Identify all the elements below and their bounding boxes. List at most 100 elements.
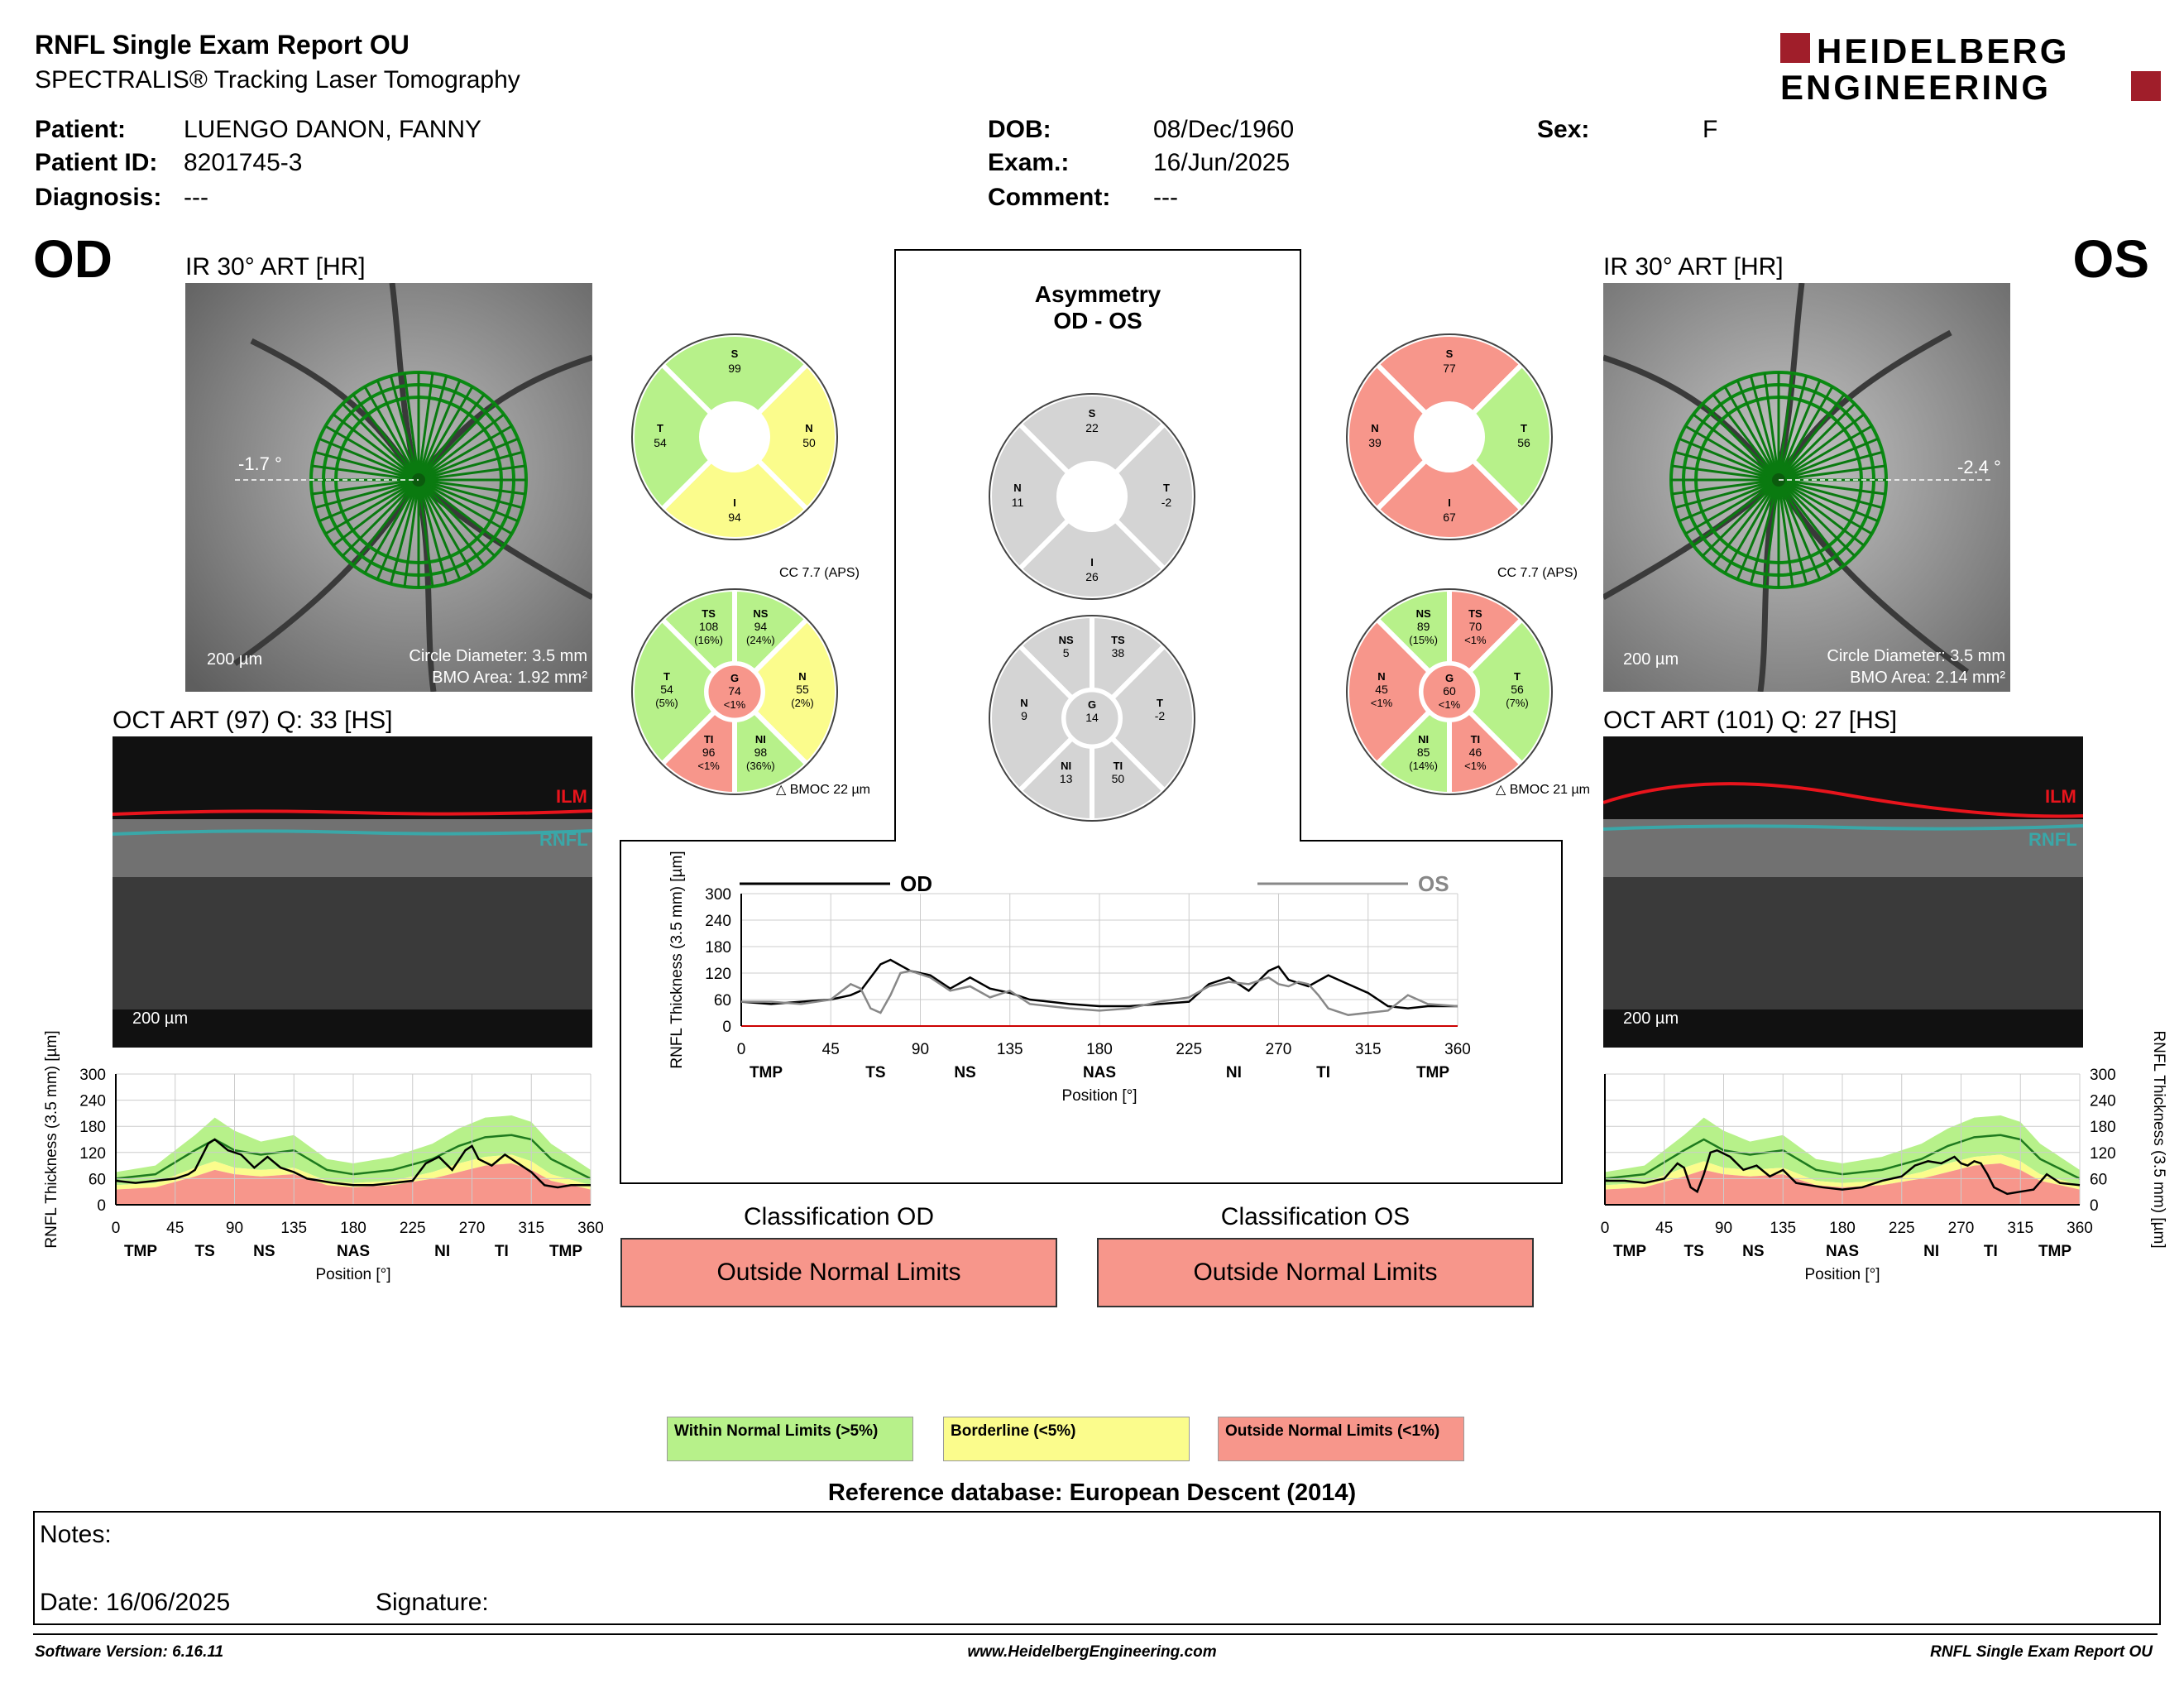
dob: 08/Dec/1960 xyxy=(1153,116,1295,143)
sector-name: N xyxy=(798,670,806,683)
sector-name: T xyxy=(663,670,670,683)
od-oct-label: OCT ART (97) Q: 33 [HS] xyxy=(113,707,393,734)
sector-value: 55 xyxy=(796,683,809,696)
od-bmo-area: BMO Area: 1.92 mm² xyxy=(432,669,587,687)
y-tick-label: 0 xyxy=(722,1019,731,1036)
sector-name: NI xyxy=(755,733,766,746)
exam-date: 16/Jun/2025 xyxy=(1153,149,1291,176)
x-axis-title: Position [°] xyxy=(1061,1087,1137,1105)
software-version: Software Version: 6.16.11 xyxy=(35,1643,224,1661)
x-tick-label: 225 xyxy=(1889,1220,1915,1237)
x-tick-label: 315 xyxy=(2007,1220,2033,1237)
sector-axis-label: NS xyxy=(253,1243,275,1260)
sector-value: 14 xyxy=(1085,711,1099,724)
sector-axis-label: NS xyxy=(1742,1243,1764,1260)
x-tick-label: 0 xyxy=(112,1220,121,1237)
y-tick-label: 120 xyxy=(2090,1145,2116,1163)
sector-name: T xyxy=(657,422,663,434)
comment-label: Comment: xyxy=(988,184,1111,211)
series-line-od xyxy=(115,1138,591,1189)
legend-within-normal: Within Normal Limits (>5%) xyxy=(667,1417,913,1461)
y-tick-label: 0 xyxy=(2090,1197,2099,1215)
sector-value: 108 xyxy=(699,620,719,633)
sector-percent: <1% xyxy=(697,760,720,772)
os-scale: 200 µm xyxy=(1623,650,1679,669)
y-tick-label: 60 xyxy=(89,1171,106,1188)
sector-name: S xyxy=(1089,407,1096,420)
sector-name: NI xyxy=(1418,733,1429,746)
sector-name: I xyxy=(733,496,736,509)
sector-value: 5 xyxy=(1063,646,1070,659)
sector-percent: (16%) xyxy=(694,634,723,646)
y-tick-label: 180 xyxy=(2090,1119,2116,1136)
od-cc-label: CC 7.7 (APS) xyxy=(779,566,860,580)
sector-value: 26 xyxy=(1085,570,1099,583)
sector-percent: (15%) xyxy=(1409,634,1438,646)
sector-name: N xyxy=(1013,482,1021,494)
sector-value: 94 xyxy=(754,620,768,633)
y-tick-label: 240 xyxy=(79,1093,106,1110)
od-fundus-image xyxy=(185,283,592,692)
sector-percent: <1% xyxy=(724,698,746,711)
sector-global xyxy=(704,661,765,722)
sector-value: 22 xyxy=(1085,421,1099,434)
x-tick-label: 225 xyxy=(400,1220,426,1237)
svg-text:ENGINEERING: ENGINEERING xyxy=(1780,68,2051,104)
sector-name: NS xyxy=(1059,634,1074,646)
x-tick-label: 135 xyxy=(997,1041,1023,1058)
signature-label: Signature: xyxy=(376,1589,489,1616)
sector-axis-label: NI xyxy=(434,1243,450,1260)
od-oct-image xyxy=(113,736,592,1048)
y-tick-label: 180 xyxy=(705,939,731,957)
footer-divider xyxy=(33,1633,2158,1635)
classification-os-badge: Outside Normal Limits xyxy=(1097,1238,1534,1307)
sector-percent: <1% xyxy=(1464,634,1487,646)
sector-axis-label: TMP xyxy=(549,1243,582,1260)
x-tick-label: 0 xyxy=(737,1041,746,1058)
x-tick-label: 270 xyxy=(459,1220,486,1237)
x-tick-label: 45 xyxy=(166,1220,184,1237)
y-axis-title: RNFL Thickness (3.5 mm) [µm] xyxy=(668,851,686,1068)
od-circle-diameter: Circle Diameter: 3.5 mm xyxy=(409,647,587,665)
series-line-od xyxy=(740,958,1458,1009)
sector-value: 77 xyxy=(1443,362,1456,375)
x-tick-label: 270 xyxy=(1266,1041,1292,1058)
os-bmo-area: BMO Area: 2.14 mm² xyxy=(1850,669,2005,687)
sector-axis-label: TMP xyxy=(124,1243,157,1260)
x-tick-label: 45 xyxy=(822,1041,840,1058)
sector-value: 60 xyxy=(1443,684,1456,698)
os-eye-label: OS xyxy=(2072,229,2149,289)
sector-axis-label: NS xyxy=(954,1064,975,1081)
sector-value: -2 xyxy=(1155,709,1166,722)
y-tick-label: 180 xyxy=(79,1119,106,1136)
sector-name: N xyxy=(1020,697,1027,709)
sector-axis-label: TMP xyxy=(750,1064,783,1081)
od-scale: 200 µm xyxy=(207,650,263,669)
sector-name: TI xyxy=(1471,733,1481,746)
series-line-os xyxy=(741,970,1458,1016)
os-ilm-label: ILM xyxy=(2045,786,2076,807)
sector-axis-label: TS xyxy=(1684,1243,1703,1260)
x-tick-label: 270 xyxy=(1948,1220,1975,1237)
sector-name: N xyxy=(1377,670,1385,683)
sector-value: 13 xyxy=(1060,772,1073,785)
sector-global xyxy=(1061,688,1123,749)
sector-name: N xyxy=(805,422,812,434)
sector-value: 56 xyxy=(1517,436,1530,449)
patient-id: 8201745-3 xyxy=(184,149,303,176)
sector-value: 74 xyxy=(728,684,741,698)
sector-value: 50 xyxy=(802,436,816,449)
sector-name: T xyxy=(1157,697,1163,709)
diagnosis-label: Diagnosis: xyxy=(35,184,162,211)
sector-value: 46 xyxy=(1469,746,1482,759)
x-tick-label: 0 xyxy=(1601,1220,1610,1237)
svg-text:HEIDELBERG: HEIDELBERG xyxy=(1817,31,2069,70)
sector-axis-label: NAS xyxy=(1083,1064,1116,1081)
sector-name: NS xyxy=(1416,607,1431,620)
y-tick-label: 60 xyxy=(2090,1171,2107,1188)
sector-axis-label: TMP xyxy=(2038,1243,2071,1260)
sector-value: 56 xyxy=(1511,683,1524,696)
od-eye-label: OD xyxy=(33,229,113,289)
sector-value: 70 xyxy=(1469,620,1482,633)
